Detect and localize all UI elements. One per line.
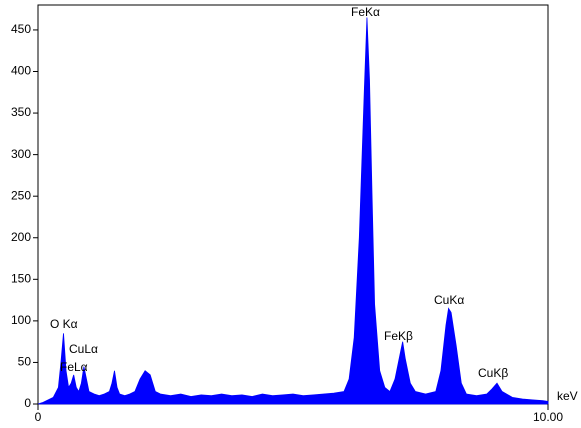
peak-label: FeLα xyxy=(60,360,88,374)
x-axis-label: keV xyxy=(557,389,578,403)
y-tick-label: 0 xyxy=(24,396,31,410)
peak-label: CuKβ xyxy=(478,366,508,380)
y-tick-label: 350 xyxy=(11,105,31,119)
x-tick-label: 0 xyxy=(35,410,42,424)
y-tick-label: 100 xyxy=(11,313,31,327)
peak-label: O Kα xyxy=(50,317,78,331)
y-tick-label: 400 xyxy=(11,64,31,78)
peak-label: FeKβ xyxy=(384,329,413,343)
peak-label: CuLα xyxy=(69,342,98,356)
plot-frame xyxy=(37,4,549,405)
peak-label: FeKα xyxy=(351,5,380,19)
y-tick-label: 200 xyxy=(11,230,31,244)
peak-label: CuKα xyxy=(434,293,464,307)
y-tick-label: 150 xyxy=(11,271,31,285)
x-tick-label: 10.00 xyxy=(533,410,563,424)
y-tick-label: 250 xyxy=(11,188,31,202)
spectrum xyxy=(37,17,549,405)
y-tick-label: 300 xyxy=(11,147,31,161)
y-tick-label: 50 xyxy=(18,355,32,369)
y-tick-label: 450 xyxy=(11,22,31,36)
